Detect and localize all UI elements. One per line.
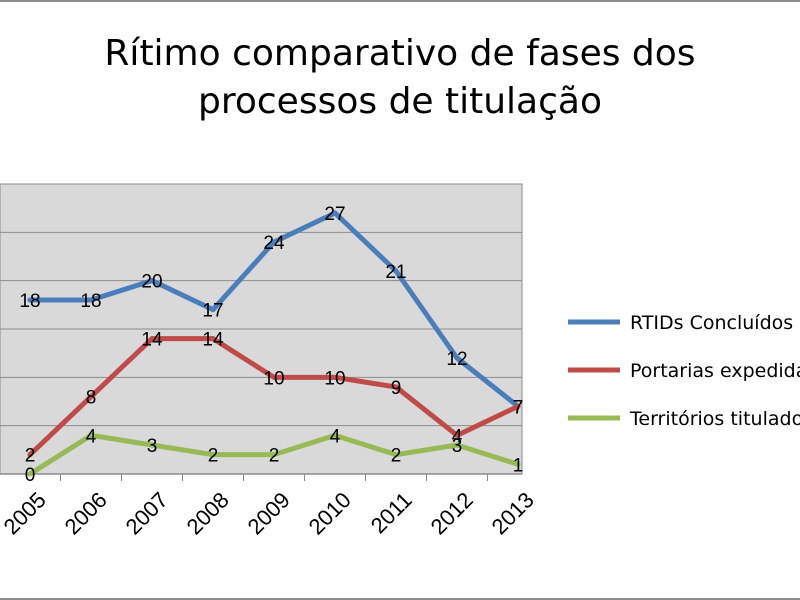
data-point: [332, 432, 338, 438]
data-label: 3: [452, 436, 463, 457]
data-point: [27, 297, 33, 303]
x-tick-label: 2010: [304, 487, 356, 539]
data-label: 2: [269, 446, 280, 467]
data-point: [454, 432, 460, 438]
data-point: [271, 239, 277, 245]
legend-label: Portarias expedidas: [630, 360, 800, 382]
legend-label: Territórios titulados: [629, 408, 800, 430]
data-label: 14: [202, 330, 224, 351]
data-label: 27: [324, 204, 345, 225]
data-label: 20: [141, 272, 162, 293]
data-label: 10: [263, 368, 284, 389]
chart-title-line-2: processos de titulação: [198, 81, 602, 122]
data-label: 24: [263, 233, 285, 254]
data-point: [149, 336, 155, 342]
data-point: [332, 210, 338, 216]
data-point: [149, 278, 155, 284]
data-label: 7: [513, 397, 524, 418]
data-label: 18: [19, 291, 40, 312]
data-point: [271, 452, 277, 458]
legend-label: RTIDs Concluídos: [630, 312, 793, 334]
data-label: 2: [208, 446, 219, 467]
data-label: 17: [202, 301, 223, 322]
data-label: 1: [513, 455, 524, 476]
data-point: [210, 307, 216, 313]
data-point: [393, 268, 399, 274]
data-point: [27, 471, 33, 477]
data-label: 4: [452, 426, 463, 447]
data-point: [88, 394, 94, 400]
data-point: [88, 432, 94, 438]
data-label: 0: [25, 465, 36, 486]
data-point: [149, 442, 155, 448]
data-label: 18: [80, 291, 101, 312]
data-point: [454, 442, 460, 448]
x-tick-label: 2012: [426, 487, 478, 539]
data-point: [393, 452, 399, 458]
data-point: [393, 384, 399, 390]
x-tick-label: 2009: [243, 487, 295, 539]
x-tick-label: 2007: [121, 487, 173, 539]
data-label: 14: [141, 330, 163, 351]
data-point: [271, 374, 277, 380]
data-label: 8: [86, 388, 97, 409]
data-label: 3: [147, 436, 158, 457]
x-tick-label: 2011: [366, 487, 417, 538]
data-point: [515, 461, 521, 467]
data-point: [210, 336, 216, 342]
data-label: 4: [86, 426, 97, 447]
data-label: 4: [330, 426, 341, 447]
data-label: 2: [25, 446, 36, 467]
data-point: [454, 355, 460, 361]
data-point: [210, 452, 216, 458]
data-label: 10: [324, 368, 345, 389]
data-point: [27, 452, 33, 458]
x-tick-label: 2008: [182, 487, 234, 539]
chart-title-line-1: Rítimo comparativo de fases dos: [104, 33, 696, 74]
data-point: [332, 374, 338, 380]
data-point: [515, 403, 521, 409]
data-label: 9: [391, 378, 402, 399]
x-tick-label: 2006: [60, 487, 112, 539]
x-tick-label: 2013: [487, 487, 539, 539]
data-label: 12: [446, 349, 467, 370]
data-point: [88, 297, 94, 303]
data-label: 2: [391, 446, 402, 467]
data-label: 21: [385, 262, 406, 283]
chart-title: Rítimo comparativo de fases dos processo…: [0, 30, 800, 126]
x-tick-label: 2005: [0, 487, 51, 539]
